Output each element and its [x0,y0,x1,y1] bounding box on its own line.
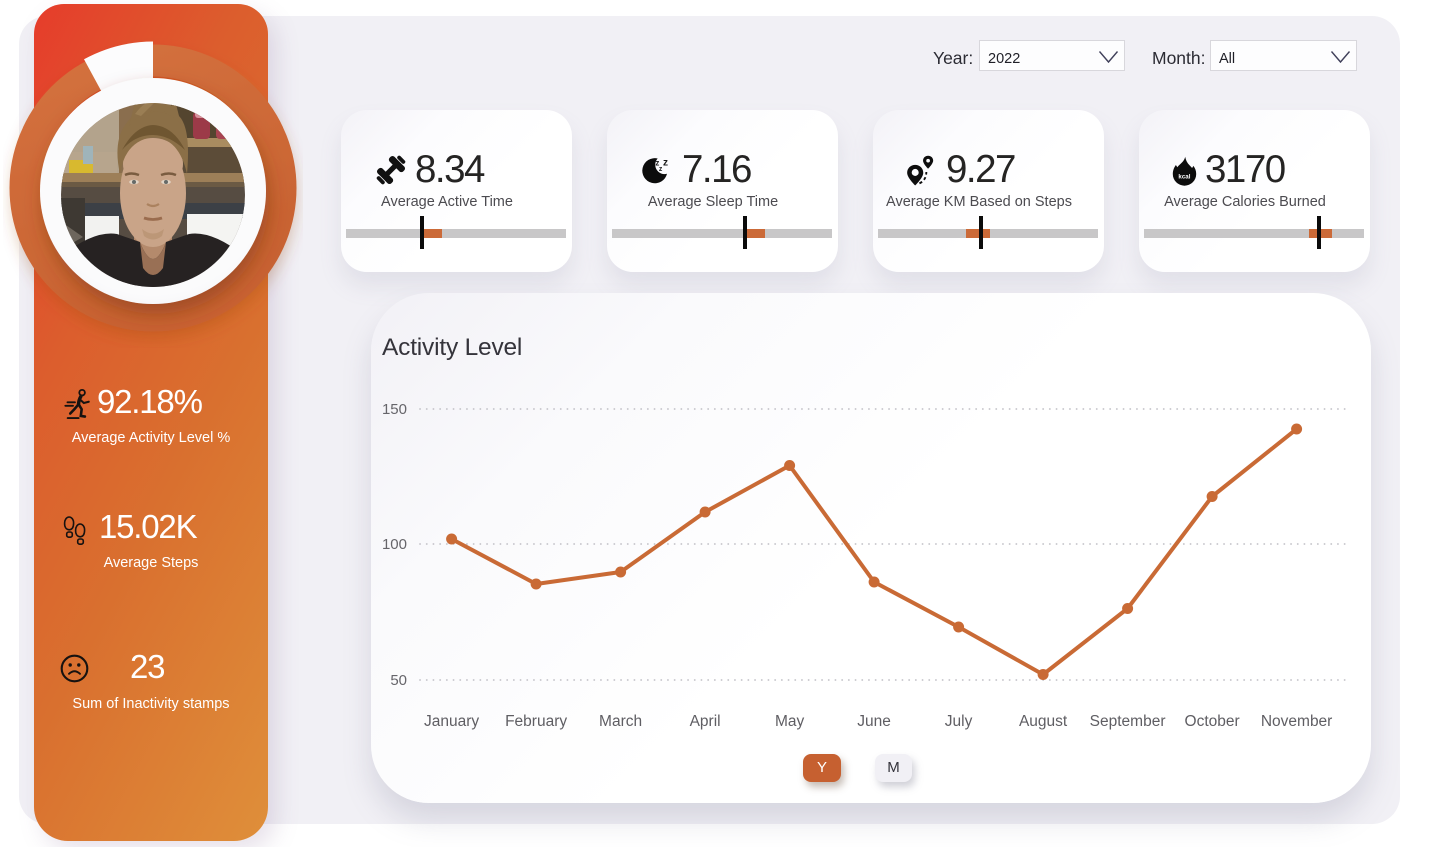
svg-text:August: August [1019,713,1068,730]
svg-text:z: z [663,157,668,168]
svg-text:May: May [775,713,805,730]
svg-text:March: March [599,713,642,730]
svg-text:kcal: kcal [1178,174,1190,181]
svg-text:July: July [945,713,973,730]
svg-text:September: September [1090,713,1166,730]
svg-text:150: 150 [382,401,407,418]
svg-text:June: June [857,713,891,730]
svg-text:z: z [655,159,659,168]
svg-text:October: October [1185,713,1240,730]
svg-text:100: 100 [382,536,407,553]
svg-text:November: November [1261,713,1333,730]
svg-text:April: April [690,713,721,730]
svg-text:February: February [505,713,567,730]
svg-text:January: January [424,713,479,730]
svg-text:50: 50 [390,672,407,689]
svg-text:z: z [659,166,663,173]
